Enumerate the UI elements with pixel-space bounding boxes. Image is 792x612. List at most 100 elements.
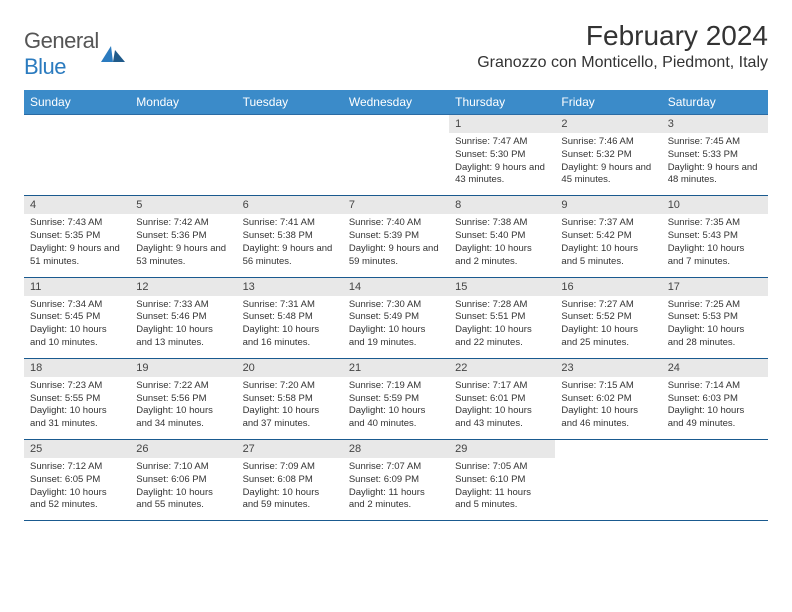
day-number: 19: [130, 359, 236, 377]
day-number: 16: [555, 278, 661, 296]
day-details: Sunrise: 7:09 AMSunset: 6:08 PMDaylight:…: [237, 458, 343, 520]
day-number: 13: [237, 278, 343, 296]
day-details: Sunrise: 7:23 AMSunset: 5:55 PMDaylight:…: [24, 377, 130, 439]
day-number: 20: [237, 359, 343, 377]
calendar-cell: [555, 440, 661, 521]
day-number: 17: [662, 278, 768, 296]
calendar-row: 4Sunrise: 7:43 AMSunset: 5:35 PMDaylight…: [24, 196, 768, 277]
day-details: Sunrise: 7:19 AMSunset: 5:59 PMDaylight:…: [343, 377, 449, 439]
day-number: 25: [24, 440, 130, 458]
calendar-cell: 10Sunrise: 7:35 AMSunset: 5:43 PMDayligh…: [662, 196, 768, 277]
day-number: 8: [449, 196, 555, 214]
day-details: Sunrise: 7:25 AMSunset: 5:53 PMDaylight:…: [662, 296, 768, 358]
calendar-cell: 17Sunrise: 7:25 AMSunset: 5:53 PMDayligh…: [662, 277, 768, 358]
day-number: 2: [555, 115, 661, 133]
day-number: 24: [662, 359, 768, 377]
day-number: 29: [449, 440, 555, 458]
header: General Blue February 2024 Granozzo con …: [24, 20, 768, 80]
day-details: Sunrise: 7:34 AMSunset: 5:45 PMDaylight:…: [24, 296, 130, 358]
logo-text: General Blue: [24, 28, 99, 80]
logo-blue: Blue: [24, 54, 66, 79]
day-details: Sunrise: 7:45 AMSunset: 5:33 PMDaylight:…: [662, 133, 768, 195]
day-details: Sunrise: 7:31 AMSunset: 5:48 PMDaylight:…: [237, 296, 343, 358]
calendar-cell: [343, 115, 449, 196]
calendar-cell: 19Sunrise: 7:22 AMSunset: 5:56 PMDayligh…: [130, 358, 236, 439]
calendar-cell: 25Sunrise: 7:12 AMSunset: 6:05 PMDayligh…: [24, 440, 130, 521]
calendar-row: 11Sunrise: 7:34 AMSunset: 5:45 PMDayligh…: [24, 277, 768, 358]
calendar-cell: 21Sunrise: 7:19 AMSunset: 5:59 PMDayligh…: [343, 358, 449, 439]
day-number: 11: [24, 278, 130, 296]
day-details: Sunrise: 7:15 AMSunset: 6:02 PMDaylight:…: [555, 377, 661, 439]
calendar-cell: [130, 115, 236, 196]
day-details: Sunrise: 7:43 AMSunset: 5:35 PMDaylight:…: [24, 214, 130, 276]
day-details: Sunrise: 7:33 AMSunset: 5:46 PMDaylight:…: [130, 296, 236, 358]
day-details: Sunrise: 7:41 AMSunset: 5:38 PMDaylight:…: [237, 214, 343, 276]
calendar-cell: 24Sunrise: 7:14 AMSunset: 6:03 PMDayligh…: [662, 358, 768, 439]
calendar-row: 1Sunrise: 7:47 AMSunset: 5:30 PMDaylight…: [24, 115, 768, 196]
day-details: Sunrise: 7:20 AMSunset: 5:58 PMDaylight:…: [237, 377, 343, 439]
calendar-cell: 7Sunrise: 7:40 AMSunset: 5:39 PMDaylight…: [343, 196, 449, 277]
day-details: Sunrise: 7:10 AMSunset: 6:06 PMDaylight:…: [130, 458, 236, 520]
day-details: Sunrise: 7:46 AMSunset: 5:32 PMDaylight:…: [555, 133, 661, 195]
calendar-cell: 8Sunrise: 7:38 AMSunset: 5:40 PMDaylight…: [449, 196, 555, 277]
calendar-cell: 20Sunrise: 7:20 AMSunset: 5:58 PMDayligh…: [237, 358, 343, 439]
day-details: Sunrise: 7:42 AMSunset: 5:36 PMDaylight:…: [130, 214, 236, 276]
day-details: Sunrise: 7:30 AMSunset: 5:49 PMDaylight:…: [343, 296, 449, 358]
day-number: 28: [343, 440, 449, 458]
day-details: Sunrise: 7:05 AMSunset: 6:10 PMDaylight:…: [449, 458, 555, 520]
calendar-cell: 4Sunrise: 7:43 AMSunset: 5:35 PMDaylight…: [24, 196, 130, 277]
title-block: February 2024 Granozzo con Monticello, P…: [477, 20, 768, 72]
calendar-cell: 26Sunrise: 7:10 AMSunset: 6:06 PMDayligh…: [130, 440, 236, 521]
day-details: Sunrise: 7:40 AMSunset: 5:39 PMDaylight:…: [343, 214, 449, 276]
calendar-cell: 29Sunrise: 7:05 AMSunset: 6:10 PMDayligh…: [449, 440, 555, 521]
day-number: 1: [449, 115, 555, 133]
day-details: Sunrise: 7:14 AMSunset: 6:03 PMDaylight:…: [662, 377, 768, 439]
day-header: Tuesday: [237, 90, 343, 115]
logo-triangle-icon: [101, 44, 125, 64]
calendar-cell: 16Sunrise: 7:27 AMSunset: 5:52 PMDayligh…: [555, 277, 661, 358]
calendar-cell: 22Sunrise: 7:17 AMSunset: 6:01 PMDayligh…: [449, 358, 555, 439]
day-details: Sunrise: 7:28 AMSunset: 5:51 PMDaylight:…: [449, 296, 555, 358]
day-details: Sunrise: 7:12 AMSunset: 6:05 PMDaylight:…: [24, 458, 130, 520]
day-details: Sunrise: 7:27 AMSunset: 5:52 PMDaylight:…: [555, 296, 661, 358]
calendar-row: 25Sunrise: 7:12 AMSunset: 6:05 PMDayligh…: [24, 440, 768, 521]
day-header: Wednesday: [343, 90, 449, 115]
day-details: Sunrise: 7:07 AMSunset: 6:09 PMDaylight:…: [343, 458, 449, 520]
day-details: Sunrise: 7:37 AMSunset: 5:42 PMDaylight:…: [555, 214, 661, 276]
calendar-cell: 6Sunrise: 7:41 AMSunset: 5:38 PMDaylight…: [237, 196, 343, 277]
day-details: Sunrise: 7:47 AMSunset: 5:30 PMDaylight:…: [449, 133, 555, 195]
calendar-cell: 27Sunrise: 7:09 AMSunset: 6:08 PMDayligh…: [237, 440, 343, 521]
calendar-header-row: SundayMondayTuesdayWednesdayThursdayFrid…: [24, 90, 768, 115]
day-header: Friday: [555, 90, 661, 115]
calendar-cell: 18Sunrise: 7:23 AMSunset: 5:55 PMDayligh…: [24, 358, 130, 439]
month-title: February 2024: [477, 20, 768, 52]
logo: General Blue: [24, 28, 125, 80]
day-number: 4: [24, 196, 130, 214]
calendar-cell: 15Sunrise: 7:28 AMSunset: 5:51 PMDayligh…: [449, 277, 555, 358]
calendar-cell: 9Sunrise: 7:37 AMSunset: 5:42 PMDaylight…: [555, 196, 661, 277]
calendar-cell: 12Sunrise: 7:33 AMSunset: 5:46 PMDayligh…: [130, 277, 236, 358]
day-number: 21: [343, 359, 449, 377]
calendar-cell: [237, 115, 343, 196]
day-number: 10: [662, 196, 768, 214]
calendar-cell: 5Sunrise: 7:42 AMSunset: 5:36 PMDaylight…: [130, 196, 236, 277]
calendar-cell: 3Sunrise: 7:45 AMSunset: 5:33 PMDaylight…: [662, 115, 768, 196]
location: Granozzo con Monticello, Piedmont, Italy: [477, 54, 768, 72]
calendar-cell: 23Sunrise: 7:15 AMSunset: 6:02 PMDayligh…: [555, 358, 661, 439]
calendar-body: 1Sunrise: 7:47 AMSunset: 5:30 PMDaylight…: [24, 115, 768, 521]
day-header: Saturday: [662, 90, 768, 115]
day-details: Sunrise: 7:17 AMSunset: 6:01 PMDaylight:…: [449, 377, 555, 439]
day-number: 5: [130, 196, 236, 214]
calendar-cell: 13Sunrise: 7:31 AMSunset: 5:48 PMDayligh…: [237, 277, 343, 358]
day-number: 15: [449, 278, 555, 296]
day-number: 7: [343, 196, 449, 214]
day-number: 6: [237, 196, 343, 214]
calendar-cell: 2Sunrise: 7:46 AMSunset: 5:32 PMDaylight…: [555, 115, 661, 196]
calendar-cell: 11Sunrise: 7:34 AMSunset: 5:45 PMDayligh…: [24, 277, 130, 358]
calendar-cell: 14Sunrise: 7:30 AMSunset: 5:49 PMDayligh…: [343, 277, 449, 358]
calendar-cell: [662, 440, 768, 521]
day-number: 23: [555, 359, 661, 377]
day-header: Sunday: [24, 90, 130, 115]
day-header: Thursday: [449, 90, 555, 115]
day-details: Sunrise: 7:22 AMSunset: 5:56 PMDaylight:…: [130, 377, 236, 439]
